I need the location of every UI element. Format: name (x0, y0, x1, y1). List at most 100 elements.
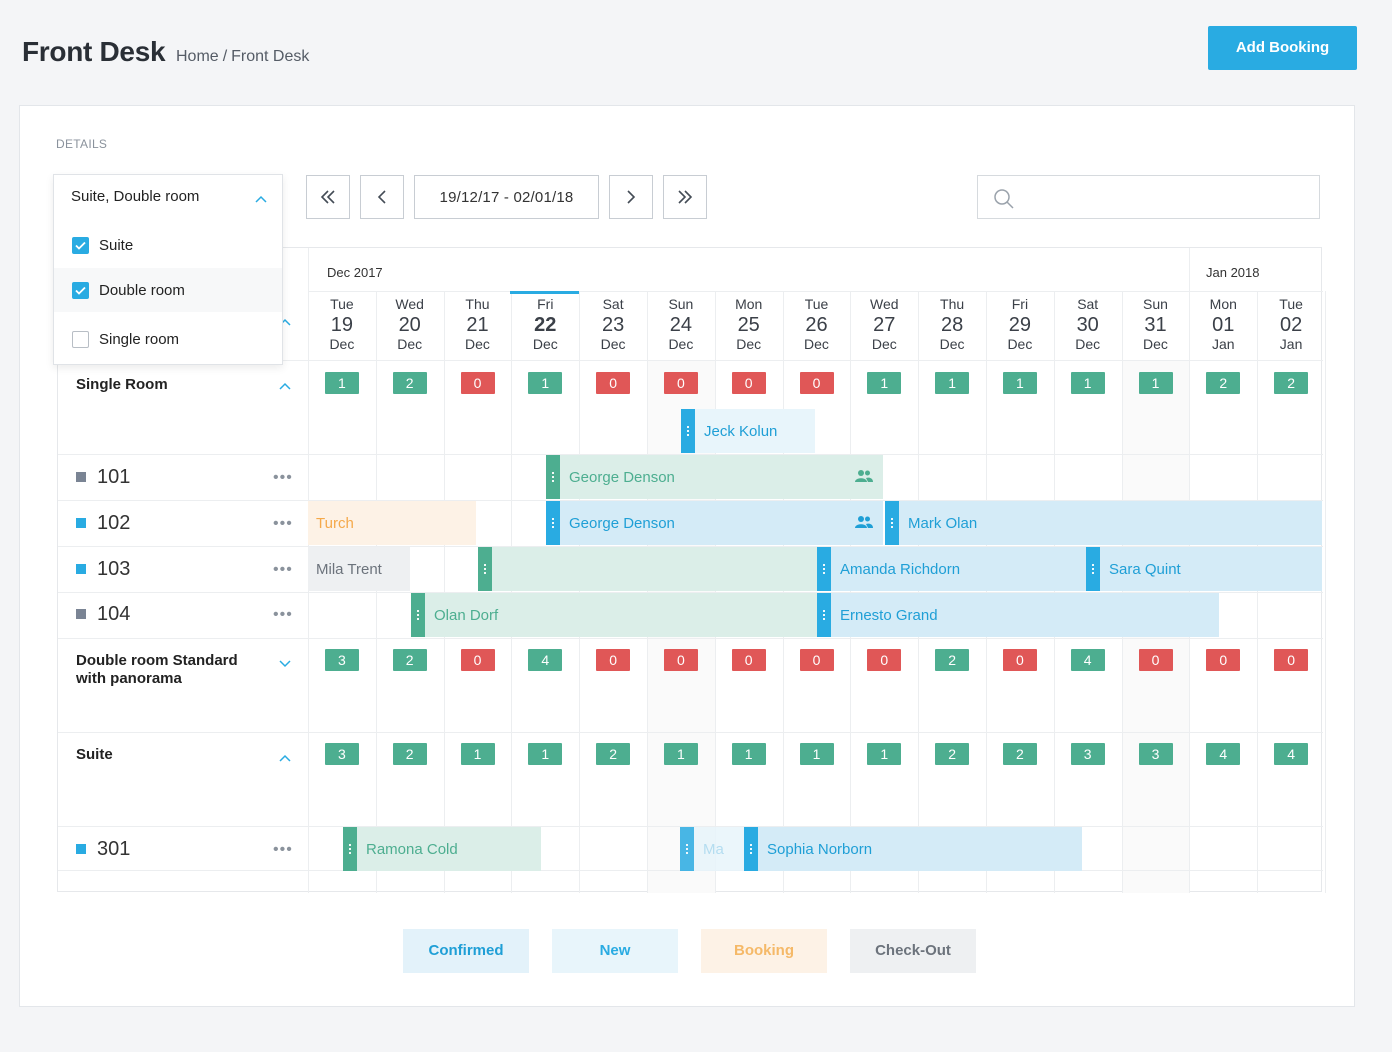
availability-badge: 4 (528, 649, 563, 671)
drag-handle[interactable] (885, 501, 899, 545)
chevron-up-icon[interactable] (255, 195, 267, 203)
grip-icon (416, 609, 420, 621)
more-options-icon[interactable]: ••• (273, 515, 293, 532)
day-header[interactable]: Sat 30 Dec (1054, 296, 1122, 351)
room-number: 301 (97, 837, 131, 860)
day-header[interactable]: Thu 28 Dec (918, 296, 986, 351)
filter-option-single-room[interactable]: Single room (54, 317, 282, 361)
last-page-button[interactable] (663, 175, 707, 219)
booking-unnamed-103[interactable] (478, 547, 818, 591)
booking-sara-quint[interactable]: Sara Quint (1086, 547, 1322, 591)
day-header[interactable]: Sat 23 Dec (579, 296, 647, 351)
room-number: 101 (97, 465, 131, 488)
day-of-week: Wed (870, 296, 899, 312)
breadcrumb-home[interactable]: Home (176, 48, 219, 65)
room-row-101[interactable]: 101 (76, 465, 131, 488)
day-header[interactable]: Tue 02 Jan (1257, 296, 1325, 351)
day-number: 31 (1144, 314, 1167, 336)
day-number: 02 (1279, 314, 1303, 336)
booking-ma[interactable]: Ma (680, 827, 746, 871)
day-header[interactable]: Fri 29 Dec (986, 296, 1054, 351)
more-options-icon[interactable]: ••• (273, 561, 293, 578)
room-type-filter-dropdown[interactable]: Suite, Double room Suite Double room Sin… (53, 174, 283, 365)
day-header[interactable]: Mon 01 Jan (1189, 296, 1257, 351)
first-page-button[interactable] (306, 175, 350, 219)
room-status-indicator (76, 844, 86, 854)
drag-handle[interactable] (744, 827, 758, 871)
drag-handle[interactable] (343, 827, 357, 871)
day-header[interactable]: Mon 25 Dec (715, 296, 783, 351)
checkbox-checked-icon[interactable] (72, 236, 89, 254)
chevron-up-icon[interactable] (279, 754, 291, 762)
chevron-up-icon[interactable] (279, 382, 291, 390)
booking-guest-name: Olan Dorf (434, 606, 499, 624)
booking-guest-name: Sara Quint (1109, 560, 1181, 578)
day-header[interactable]: Tue 26 Dec (783, 296, 851, 351)
filter-option-double-room[interactable]: Double room (54, 268, 282, 312)
booking-guest-name: Ramona Cold (366, 840, 458, 858)
booking-jeck-kolun[interactable]: Jeck Kolun (681, 409, 815, 453)
add-booking-button[interactable]: Add Booking (1208, 26, 1357, 70)
option-label: Double room (99, 281, 185, 299)
room-number: 102 (97, 511, 131, 534)
day-header[interactable]: Sun 24 Dec (647, 296, 715, 351)
availability-badge: 1 (663, 743, 698, 765)
day-header[interactable]: Sun 31 Dec (1122, 296, 1190, 351)
day-header[interactable]: Fri 22 Dec (511, 296, 579, 351)
drag-handle[interactable] (546, 455, 560, 499)
group-title-line-1: Double room Standard (76, 652, 238, 669)
chevron-down-icon[interactable] (279, 660, 291, 668)
booking-george-denson-102[interactable]: George Denson (546, 501, 883, 545)
checkbox-checked-icon[interactable] (72, 281, 89, 299)
more-options-icon[interactable]: ••• (273, 606, 293, 623)
availability-badge: 0 (1002, 649, 1037, 671)
drag-handle[interactable] (680, 827, 694, 871)
day-header[interactable]: Wed 20 Dec (376, 296, 444, 351)
drag-handle[interactable] (817, 547, 831, 591)
day-month: Jan (1279, 336, 1303, 352)
drag-handle[interactable] (1086, 547, 1100, 591)
previous-page-button[interactable] (360, 175, 404, 219)
booking-olan-dorf[interactable]: Olan Dorf (411, 593, 818, 637)
more-options-icon[interactable]: ••• (273, 841, 293, 858)
date-range-display[interactable]: 19/12/17 - 02/01/18 (414, 175, 599, 219)
availability-badge: 2 (1002, 743, 1037, 765)
room-status-indicator (76, 518, 86, 528)
booking-sophia-norborn[interactable]: Sophia Norborn (744, 827, 1082, 871)
availability-badge: 0 (663, 649, 698, 671)
booking-george-denson-101[interactable]: George Denson (546, 455, 883, 499)
availability-badge: 1 (1138, 372, 1173, 394)
day-header[interactable]: Wed 27 Dec (850, 296, 918, 351)
group-guests-icon (855, 470, 873, 482)
drag-handle[interactable] (817, 593, 831, 637)
drag-handle[interactable] (681, 409, 695, 453)
drag-handle[interactable] (546, 501, 560, 545)
day-month: Dec (804, 336, 829, 352)
day-month: Dec (465, 336, 490, 352)
booking-mark-olan[interactable]: Mark Olan (885, 501, 1322, 545)
day-header[interactable]: Tue 19 Dec (308, 296, 376, 351)
booking-amanda-richdorn[interactable]: Amanda Richdorn (817, 547, 1089, 591)
room-row-104[interactable]: 104 (76, 603, 130, 625)
drag-handle[interactable] (411, 593, 425, 637)
booking-ernesto-grand[interactable]: Ernesto Grand (817, 593, 1219, 637)
booking-mila-trent[interactable]: Mila Trent (308, 547, 410, 591)
search-input[interactable] (977, 175, 1320, 219)
room-row-103[interactable]: 103 (76, 558, 130, 580)
filter-selected-value[interactable]: Suite, Double room (71, 188, 200, 205)
day-header[interactable]: Thu 21 Dec (444, 296, 512, 351)
next-page-button[interactable] (609, 175, 653, 219)
drag-handle[interactable] (478, 547, 492, 591)
grid-row-line (58, 826, 1323, 827)
room-row-102[interactable]: 102 (76, 511, 131, 534)
day-month: Dec (600, 336, 626, 352)
room-row-301[interactable]: 301 (76, 837, 131, 860)
booking-turch[interactable]: Turch (308, 501, 476, 545)
more-options-icon[interactable]: ••• (273, 469, 293, 486)
checkbox-unchecked-icon[interactable] (72, 330, 89, 348)
booking-ramona-cold[interactable]: Ramona Cold (343, 827, 541, 871)
availability-badge: 0 (1206, 649, 1241, 671)
grip-icon (822, 609, 826, 621)
filter-option-suite[interactable]: Suite (54, 223, 282, 267)
availability-badge: 0 (731, 649, 766, 671)
